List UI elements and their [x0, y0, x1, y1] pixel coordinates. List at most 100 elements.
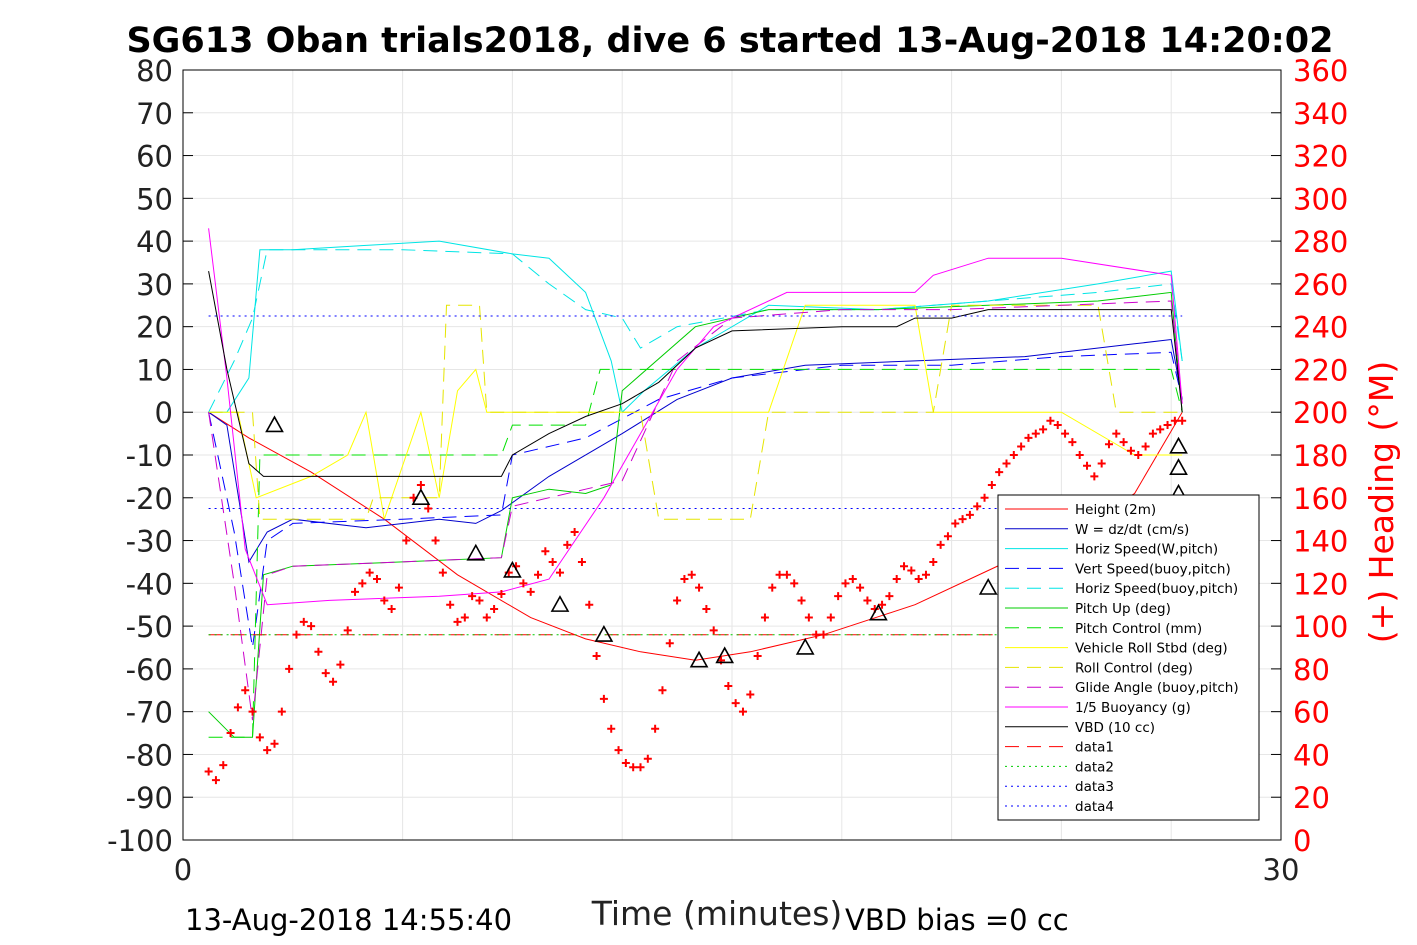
heading-point — [900, 562, 909, 571]
depth-marker — [715, 646, 735, 664]
heading-point — [892, 575, 901, 584]
heading-point — [965, 510, 974, 519]
heading-point — [643, 754, 652, 763]
heading-point — [1068, 438, 1077, 447]
heading-point — [1170, 416, 1179, 425]
heading-point — [1163, 421, 1172, 430]
x-axis: 0 30 — [174, 853, 1300, 887]
depth-marker — [978, 577, 998, 595]
heading-point — [336, 660, 345, 669]
series-line — [208, 351, 1183, 648]
x-tick-label: 30 — [1263, 853, 1300, 887]
heading-point — [995, 468, 1004, 477]
y-tick-label: -50 — [126, 610, 173, 644]
legend-label: Pitch Control (mm) — [1075, 621, 1202, 637]
heading-point — [878, 600, 887, 609]
heading-series — [204, 416, 1187, 785]
y-tick-label: -90 — [126, 781, 173, 815]
heading-point — [746, 690, 755, 699]
heading-point — [555, 568, 564, 577]
depth-marker — [466, 543, 486, 561]
series-line — [208, 240, 1183, 414]
heading-point — [277, 707, 286, 716]
series-line — [208, 271, 1183, 477]
heading-point — [365, 568, 374, 577]
heading-point — [380, 596, 389, 605]
heading-point — [292, 630, 301, 639]
heading-point — [834, 592, 843, 601]
legend-label: data3 — [1075, 779, 1114, 795]
y-tick-label-right: 280 — [1293, 225, 1348, 259]
heading-point — [753, 652, 762, 661]
y-tick-label-right: 260 — [1293, 268, 1348, 302]
heading-point — [1075, 451, 1084, 459]
y-tick-label: -20 — [126, 482, 173, 516]
heading-point — [1039, 425, 1048, 434]
heading-point — [270, 739, 279, 748]
heading-point — [702, 605, 711, 613]
heading-point — [358, 579, 367, 588]
heading-point — [285, 664, 294, 673]
heading-point — [226, 729, 235, 738]
heading-point — [431, 536, 440, 545]
heading-point — [651, 724, 660, 733]
heading-point — [592, 652, 601, 661]
heading-point — [980, 493, 989, 502]
heading-point — [607, 724, 616, 733]
heading-point — [241, 686, 250, 695]
series-line — [208, 291, 1183, 738]
heading-point — [475, 596, 484, 605]
heading-point — [819, 630, 828, 639]
heading-point — [782, 570, 791, 579]
y-tick-label: 70 — [136, 97, 173, 131]
heading-point — [255, 733, 264, 742]
heading-point — [738, 707, 747, 716]
heading-point — [1002, 459, 1011, 468]
heading-point — [680, 575, 689, 584]
heading-point — [402, 536, 411, 545]
heading-point — [314, 647, 323, 656]
heading-point — [526, 587, 535, 596]
y-tick-label: 30 — [136, 268, 173, 302]
heading-point — [548, 557, 557, 566]
series-line — [208, 228, 1183, 606]
y-tick-label: 20 — [136, 311, 173, 345]
heading-point — [219, 761, 228, 770]
series-line — [208, 304, 1183, 520]
legend-label: Roll Control (deg) — [1075, 660, 1193, 676]
heading-point — [438, 568, 447, 577]
y-tick-label: -80 — [126, 738, 173, 772]
heading-point — [958, 515, 967, 524]
heading-point — [797, 596, 806, 605]
y-tick-label: -60 — [126, 653, 173, 687]
heading-point — [804, 613, 813, 622]
footer-timestamp: 13-Aug-2018 14:55:40 — [185, 903, 512, 937]
series-layer — [208, 228, 1183, 738]
depth-marker — [869, 603, 888, 621]
y-tick-label-right: 300 — [1293, 182, 1348, 216]
y-tick-label: 0 — [155, 396, 173, 430]
heading-point — [731, 699, 740, 708]
legend: Height (2m) W = dz/dt (cm/s) Horiz Speed(W… — [997, 494, 1260, 821]
legend-label: data2 — [1075, 759, 1114, 775]
heading-point — [921, 570, 930, 579]
legend-label: Glide Angle (buoy,pitch) — [1075, 680, 1239, 696]
legend-label: W = dz/dt (cm/s) — [1075, 522, 1189, 538]
heading-point — [577, 557, 586, 566]
depth-marker — [265, 415, 284, 433]
y-tick-label: -70 — [126, 696, 173, 730]
heading-point — [1104, 440, 1113, 449]
heading-point — [534, 570, 543, 579]
heading-point — [1126, 446, 1135, 455]
y-tick-label: -10 — [126, 439, 173, 473]
heading-point — [329, 677, 338, 686]
heading-point — [848, 575, 857, 584]
heading-point — [460, 613, 469, 622]
y-tick-label: -30 — [126, 525, 173, 559]
series-line — [208, 368, 1183, 738]
heading-point — [826, 613, 835, 622]
depth-marker — [550, 595, 570, 612]
legend-label: 1/5 Buoyancy (g) — [1075, 700, 1191, 716]
legend-box — [997, 494, 1260, 821]
